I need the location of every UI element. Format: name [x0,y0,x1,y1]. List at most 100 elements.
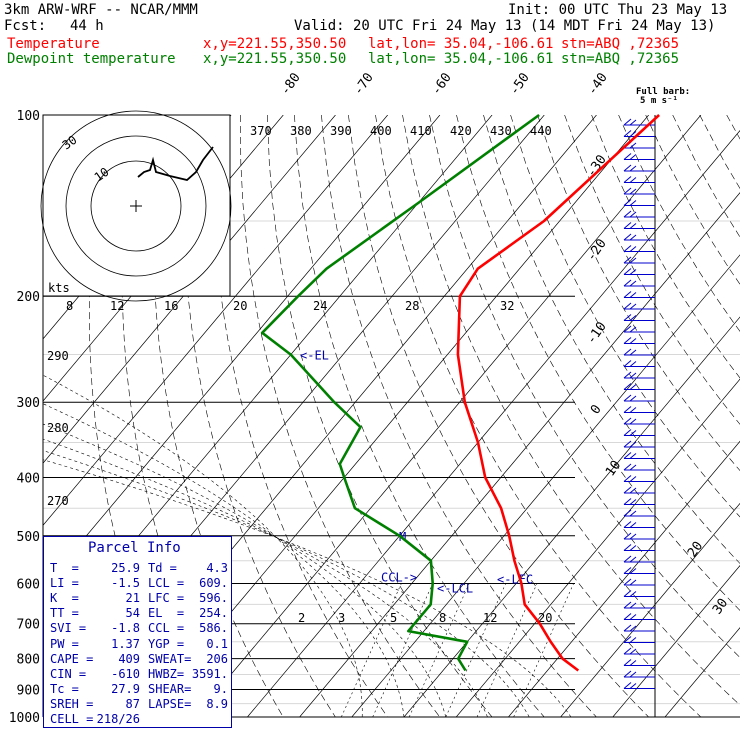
wind-barb-flag [623,463,632,471]
hodograph-ring [90,160,182,252]
temperature-latlon: lat,lon= 35.04,-106.61 [368,36,554,52]
parcel-value: 9. [213,681,228,696]
parcel-label: SWEAT= [148,651,192,666]
isotherm-label: -60 [429,70,455,98]
wind-barb-flag [623,245,632,252]
pressure-tick-label: 900 [17,683,40,698]
wind-barb-flag [623,279,632,287]
wind-barb [623,210,655,218]
wind-barb [623,164,655,172]
parcel-value: 0.1 [206,636,228,651]
pressure-tick-label: 400 [17,471,40,486]
wind-barb-flag [629,200,637,206]
wind-barb-flag [623,360,632,367]
wind-barb-flag [623,406,632,413]
wind-barb [623,463,655,471]
wind-barb-flag [623,544,632,551]
wind-barb-flag [629,418,637,425]
wind-barb [623,521,655,528]
wind-barb [623,394,655,402]
wind-barb-flag [629,683,637,689]
parcel-label: CCL = [148,621,185,636]
temperature-station: stn=ABQ ,72365 [561,36,680,52]
theta-label: 290 [47,349,69,363]
wind-barb-flag [623,498,632,505]
parcel-marker-label: <-LCL [437,581,473,595]
model-title: 3km ARW-WRF -- NCAR/MMM [4,2,198,18]
dewpoint-station: stn=ABQ ,72365 [561,51,680,67]
parcel-label: HWBZ= [148,666,185,681]
isotherm-line [247,130,740,717]
mixing-ratio-line [476,583,538,717]
pressure-tick-label: 1000 [9,711,40,726]
wind-barb-flag [623,199,632,206]
isotherm-line [43,115,441,589]
temperature-xy: x,y=221.55,350.50 [203,36,347,52]
wind-barb-flag [623,417,632,425]
dry-adiabat [483,115,740,564]
wind-barb-flag [629,568,637,574]
parcel-value: 21 [125,591,140,606]
parcel-value: 609. [199,576,228,591]
dry-adiabat [699,115,740,190]
dry-adiabat [672,115,740,238]
theta-label: 280 [47,421,69,435]
isotherm-label: 10 [603,458,624,479]
dry-adiabat [267,115,493,717]
wind-barb [623,187,655,195]
wind-barb-flag [629,453,637,459]
wind-barb-flag [629,510,637,517]
wind-barb-flag [629,384,637,390]
wind-barb-flag [623,256,632,264]
wind-barb-flag [629,142,637,149]
mixing-ratio-label: 3 [338,611,345,625]
temperature-series-line [456,114,660,672]
wind-barb-flag [623,613,632,620]
wind-barb [623,268,655,275]
isotherm-line [351,254,740,717]
wind-barb-flag [629,349,637,356]
wind-barb-flag [623,268,632,275]
dry-adiabat [375,115,702,717]
wind-barb-flag [629,131,637,137]
parcel-label: CELL = [50,712,94,726]
isotherm-line [43,115,336,464]
parcel-value: 27.9 [111,681,140,696]
parcel-value: 4.3 [206,561,228,575]
wind-barb-flag [623,176,632,183]
wind-barb-flag [623,659,632,666]
wind-barb [623,567,655,574]
wind-barb [623,440,655,448]
wind-barb [623,337,655,344]
parcel-label: LI = [50,576,79,591]
wind-barb-flag [623,475,632,482]
isotherm-line [194,115,702,717]
wind-barb-flag [629,269,637,275]
wind-barb-flag [629,556,637,563]
isotherm-label: -40 [585,70,611,98]
wind-barb-flag [623,291,632,298]
dry-adiabat [321,115,597,717]
wind-barb-flag [629,246,637,252]
mixing-ratio-label: 12 [483,611,497,625]
speed-label: 20 [233,299,247,313]
parcel-label: LFC = [148,591,185,606]
parcel-value: -610 [111,666,140,681]
wind-barb-flag [623,682,632,689]
parcel-label: Tc = [50,681,79,696]
wind-barb-flag [623,153,632,160]
wind-barb-flag [629,499,637,505]
parcel-label: Td = [148,561,177,575]
wind-barb-flag [629,361,637,367]
init-time: Init: 00 UTC Thu 23 May 13 [508,2,728,18]
isotherm-line [403,316,740,717]
theta-e-label: 370 [250,124,272,138]
speed-label: 32 [500,299,514,313]
wind-barb [623,682,655,689]
parcel-value: -1.8 [111,621,140,636]
wind-barb-flag [623,670,632,678]
hodograph [40,110,232,302]
wind-barb-flag [623,636,632,643]
dewpoint-series-line [260,113,540,672]
isotherm-label: 20 [685,539,706,560]
